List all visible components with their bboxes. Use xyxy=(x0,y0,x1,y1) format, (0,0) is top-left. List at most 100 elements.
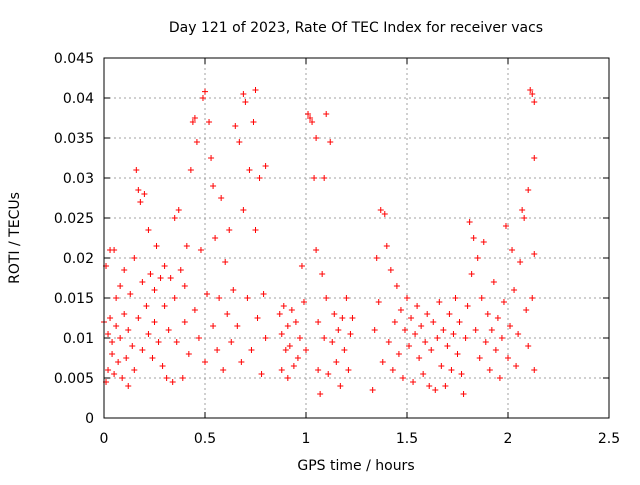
y-tick-label: 0.005 xyxy=(54,371,94,387)
data-point xyxy=(494,315,501,321)
y-tick-label: 0.02 xyxy=(63,251,94,267)
data-point xyxy=(135,315,142,321)
data-point xyxy=(276,311,283,317)
data-point xyxy=(454,351,461,357)
data-point xyxy=(206,119,213,125)
data-point xyxy=(294,355,301,361)
data-point xyxy=(159,363,166,369)
data-point xyxy=(511,287,518,293)
data-point xyxy=(236,139,243,145)
x-tick-label: 1.5 xyxy=(396,431,418,447)
data-point xyxy=(151,319,158,325)
data-point xyxy=(527,87,534,93)
data-point xyxy=(258,371,265,377)
data-point xyxy=(478,295,485,301)
tick-labels: 0 0.005 0.01 0.015 0.02 0.025 0.03 0.035 0.04 0.0… xyxy=(54,51,620,447)
data-point xyxy=(292,319,299,325)
data-point xyxy=(323,111,330,117)
data-point xyxy=(278,331,285,337)
data-point xyxy=(224,311,231,317)
data-point xyxy=(278,367,285,373)
data-point xyxy=(238,359,245,365)
data-point xyxy=(319,271,326,277)
data-point xyxy=(303,347,309,353)
data-point xyxy=(131,255,138,261)
data-point xyxy=(424,311,431,317)
data-point xyxy=(191,307,198,313)
data-point xyxy=(375,299,382,305)
y-tick-label: 0.03 xyxy=(63,171,94,187)
data-point xyxy=(183,243,190,249)
data-point xyxy=(147,271,154,277)
data-point xyxy=(125,327,132,333)
data-point xyxy=(250,119,257,125)
data-point xyxy=(151,287,158,293)
data-point xyxy=(202,359,208,365)
data-point xyxy=(529,91,536,97)
data-point xyxy=(517,259,524,265)
data-point xyxy=(244,295,251,301)
data-point xyxy=(329,339,336,345)
chart-title: Day 121 of 2023, Rate Of TEC Index for r… xyxy=(169,20,543,36)
data-point xyxy=(218,195,225,201)
y-tick-label: 0.015 xyxy=(54,291,94,307)
plot-frame xyxy=(103,57,610,419)
data-point xyxy=(349,315,356,321)
data-point xyxy=(135,187,142,193)
data-point xyxy=(315,319,322,325)
data-point xyxy=(226,227,233,233)
data-point xyxy=(197,247,204,253)
data-point xyxy=(137,199,144,205)
data-point xyxy=(313,247,320,253)
y-tick-label: 0 xyxy=(85,411,94,427)
x-axis-label: GPS time / hours xyxy=(297,458,414,474)
data-point xyxy=(298,263,305,269)
data-point xyxy=(143,303,150,309)
data-point xyxy=(529,295,536,301)
data-point xyxy=(300,299,307,305)
data-point xyxy=(129,343,136,349)
data-point xyxy=(145,227,152,233)
data-point xyxy=(444,343,451,349)
data-point xyxy=(345,367,352,373)
data-point xyxy=(248,347,255,353)
data-point xyxy=(525,187,532,193)
data-point xyxy=(107,315,114,321)
data-point xyxy=(401,327,408,333)
data-point xyxy=(256,175,263,181)
data-point xyxy=(121,311,128,317)
data-point xyxy=(470,235,477,241)
data-point xyxy=(288,307,295,313)
data-point xyxy=(195,335,202,341)
data-point xyxy=(317,391,324,397)
data-point xyxy=(191,115,198,121)
data-point xyxy=(531,251,538,257)
data-point xyxy=(210,323,217,329)
x-tick-label: 0.5 xyxy=(194,431,216,447)
data-point xyxy=(389,367,396,373)
data-point xyxy=(460,391,467,397)
data-point xyxy=(214,347,221,353)
data-point xyxy=(531,367,538,373)
data-point xyxy=(379,359,386,365)
data-point xyxy=(482,339,489,345)
data-point xyxy=(448,367,455,373)
data-point xyxy=(254,315,261,321)
axis-ticks xyxy=(103,57,610,419)
data-point xyxy=(472,327,479,333)
data-point xyxy=(515,331,522,337)
data-point xyxy=(125,383,132,389)
data-point xyxy=(452,295,459,301)
data-point xyxy=(325,371,332,377)
data-point xyxy=(121,267,128,273)
data-point xyxy=(428,347,435,353)
data-point xyxy=(458,371,465,377)
data-point xyxy=(492,347,499,353)
data-point xyxy=(488,327,495,333)
data-point xyxy=(383,243,390,249)
data-point xyxy=(393,283,400,289)
data-point xyxy=(262,163,269,169)
data-point xyxy=(232,123,239,129)
x-tick-label: 1 xyxy=(302,431,311,447)
